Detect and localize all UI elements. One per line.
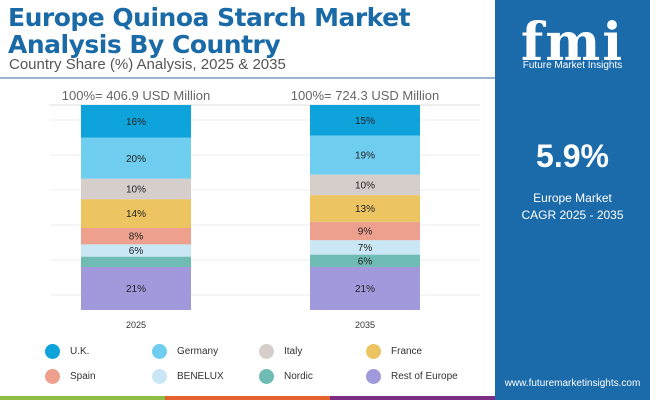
cagr-label-2: CAGR 2025 - 2035 bbox=[521, 208, 624, 222]
x-tick-label: 2025 bbox=[126, 320, 146, 330]
x-tick-label: 2035 bbox=[355, 320, 375, 330]
bar-segment bbox=[81, 256, 191, 267]
legend-swatch bbox=[259, 344, 274, 359]
legend-label: Rest of Europe bbox=[391, 371, 458, 382]
legend-swatch bbox=[152, 369, 167, 384]
stripe-purple bbox=[330, 396, 495, 400]
data-label: 14% bbox=[126, 209, 146, 220]
bar-segment bbox=[81, 105, 191, 138]
bar-segment bbox=[310, 105, 420, 136]
bar-segment bbox=[81, 244, 191, 257]
data-label: 19% bbox=[355, 151, 375, 162]
data-label: 21% bbox=[126, 284, 146, 295]
bar-segment bbox=[81, 228, 191, 245]
data-label: 10% bbox=[355, 180, 375, 191]
legend-label: Germany bbox=[177, 346, 219, 357]
website-url: www.futuremarketinsights.com bbox=[504, 378, 641, 389]
data-label: 6% bbox=[358, 256, 373, 267]
title-line-1: Europe Quinoa Starch Market bbox=[8, 3, 411, 32]
legend-item: U.K. bbox=[45, 344, 152, 359]
data-label: 15% bbox=[355, 116, 375, 127]
legend-item: Germany bbox=[152, 344, 259, 359]
data-label: 9% bbox=[358, 227, 373, 238]
legend-label: France bbox=[391, 346, 423, 357]
stacked-bar-chart: 16% 20% 10% 14% 8% 6% 21% 2025 15% 19% 10% 13% 9% 7% 6… bbox=[50, 104, 480, 330]
data-label: 20% bbox=[126, 154, 146, 165]
legend-swatch bbox=[45, 369, 60, 384]
legend-label: Italy bbox=[284, 346, 303, 357]
stripe-green bbox=[0, 396, 165, 400]
data-label: 21% bbox=[355, 284, 375, 295]
legend-swatch bbox=[366, 369, 381, 384]
data-label: 6% bbox=[129, 246, 144, 257]
side-panel: fmi Future Market Insights 5.9% Europe M… bbox=[495, 0, 650, 400]
legend-label: Spain bbox=[70, 371, 96, 382]
legend-swatch bbox=[259, 369, 274, 384]
stripe-orange bbox=[165, 396, 330, 400]
title-line-2: Analysis By Country bbox=[8, 30, 281, 59]
chart-title: Europe Quinoa Starch Market Analysis By C… bbox=[8, 3, 411, 59]
data-label: 16% bbox=[126, 117, 146, 128]
cagr-label: Europe Market CAGR 2025 - 2035 bbox=[495, 190, 650, 224]
data-label: 7% bbox=[358, 243, 373, 254]
legend-item: France bbox=[366, 344, 473, 359]
legend-swatch bbox=[45, 344, 60, 359]
bar-segment bbox=[310, 135, 420, 175]
legend-swatch bbox=[152, 344, 167, 359]
legend: U.K. Germany Italy France Spain BENELUX Nordic… bbox=[45, 344, 485, 384]
bar-segment bbox=[81, 178, 191, 200]
legend-item: BENELUX bbox=[152, 369, 259, 384]
bar-segment bbox=[81, 199, 191, 228]
bar-segment bbox=[310, 221, 420, 241]
logo-subtitle: Future Market Insights bbox=[522, 60, 623, 71]
bar-segment bbox=[81, 266, 191, 310]
fmi-logo: fmi bbox=[520, 12, 625, 73]
bar-segment bbox=[81, 137, 191, 179]
legend-item: Nordic bbox=[259, 369, 366, 384]
legend-item: Italy bbox=[259, 344, 366, 359]
legend-label: BENELUX bbox=[177, 371, 224, 382]
legend-item: Spain bbox=[45, 369, 152, 384]
total-2025: 100%= 406.9 USD Million bbox=[61, 88, 211, 103]
bar-segment bbox=[310, 254, 420, 267]
bar-segment bbox=[310, 174, 420, 196]
bar-segment bbox=[310, 195, 420, 222]
total-2035: 100%= 724.3 USD Million bbox=[290, 88, 440, 103]
legend-swatch bbox=[366, 344, 381, 359]
divider bbox=[0, 77, 495, 79]
legend-item: Rest of Europe bbox=[366, 369, 473, 384]
cagr-label-1: Europe Market bbox=[533, 191, 612, 205]
data-label: 13% bbox=[355, 204, 375, 215]
data-label: 8% bbox=[129, 232, 144, 243]
legend-label: U.K. bbox=[70, 346, 90, 357]
data-label: 10% bbox=[126, 185, 146, 196]
cagr-value: 5.9% bbox=[536, 138, 609, 174]
legend-label: Nordic bbox=[284, 371, 313, 382]
bar-segment bbox=[310, 240, 420, 255]
bar-segment bbox=[310, 266, 420, 310]
chart-subtitle: Country Share (%) Analysis, 2025 & 2035 bbox=[9, 56, 286, 73]
